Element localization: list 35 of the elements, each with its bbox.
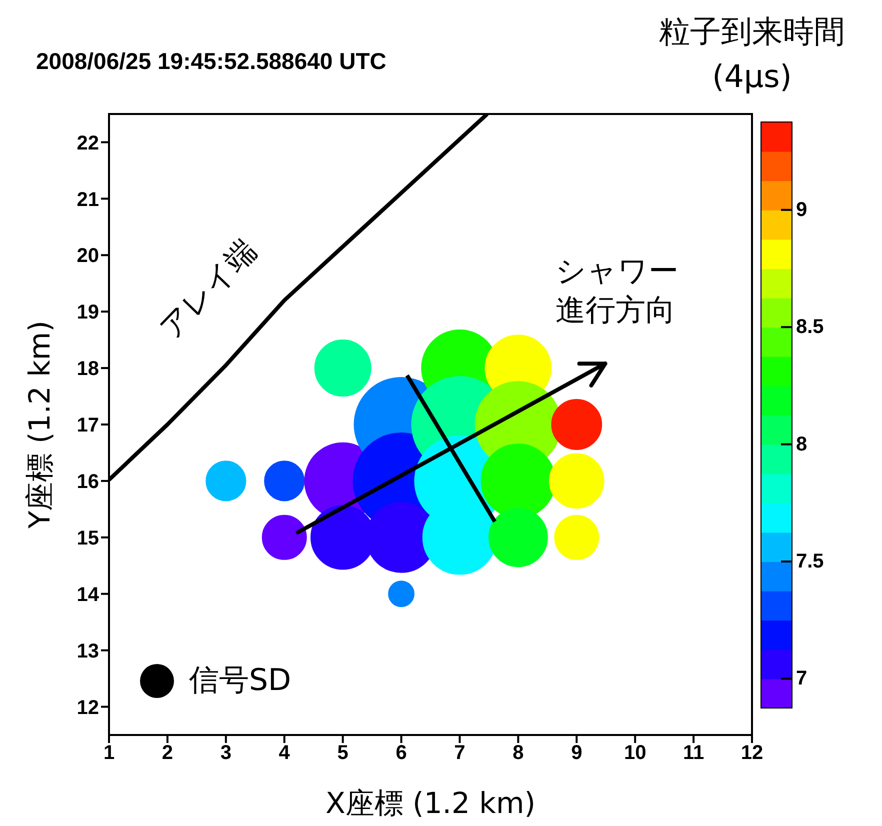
y-tick-label: 16 bbox=[76, 471, 99, 494]
annotation: シャワー進行方向 bbox=[555, 252, 680, 330]
y-tick-label: 14 bbox=[76, 584, 100, 606]
x-tick-label: 9 bbox=[571, 742, 582, 764]
y-tick-label: 22 bbox=[76, 132, 99, 154]
x-tick-label: 7 bbox=[454, 742, 466, 764]
x-tick-label: 4 bbox=[278, 742, 291, 764]
y-axis-title: Y座標 (1.2 km) bbox=[22, 320, 56, 530]
x-axis-title: X座標 (1.2 km) bbox=[325, 786, 536, 820]
color-bar-label: 7 bbox=[796, 668, 808, 690]
color-bar-label: 8 bbox=[796, 433, 808, 456]
y-tick-label: 19 bbox=[76, 302, 99, 324]
y-tick-label: 15 bbox=[76, 528, 99, 550]
color-bar-label: 8.5 bbox=[796, 316, 824, 338]
annotation: 信号SD bbox=[189, 662, 292, 700]
y-tick-label: 18 bbox=[76, 358, 99, 380]
x-tick-label: 3 bbox=[220, 742, 232, 764]
color-bar-label: 9 bbox=[796, 198, 808, 221]
x-tick-label: 2 bbox=[162, 742, 174, 764]
y-tick-label: 20 bbox=[76, 245, 99, 268]
chart-title: 2008/06/25 19:45:52.588640 UTC bbox=[36, 48, 386, 75]
y-tick-label: 17 bbox=[76, 414, 99, 437]
x-tick-label: 5 bbox=[337, 742, 348, 764]
x-tick-label: 11 bbox=[682, 742, 704, 764]
color-bar-label: 7.5 bbox=[796, 550, 824, 572]
x-tick-label: 8 bbox=[512, 742, 524, 764]
x-tick-label: 6 bbox=[396, 742, 407, 764]
x-tick-label: 12 bbox=[740, 742, 764, 764]
annotation: アレイ端 bbox=[152, 233, 264, 346]
y-tick-label: 12 bbox=[76, 696, 99, 719]
color-bar-title: 粒子到来時間 (4μs) bbox=[658, 13, 846, 97]
y-tick-label: 13 bbox=[76, 640, 99, 662]
x-tick-label: 10 bbox=[624, 742, 646, 764]
y-tick-label: 21 bbox=[76, 188, 99, 211]
x-tick-label: 1 bbox=[103, 742, 115, 764]
